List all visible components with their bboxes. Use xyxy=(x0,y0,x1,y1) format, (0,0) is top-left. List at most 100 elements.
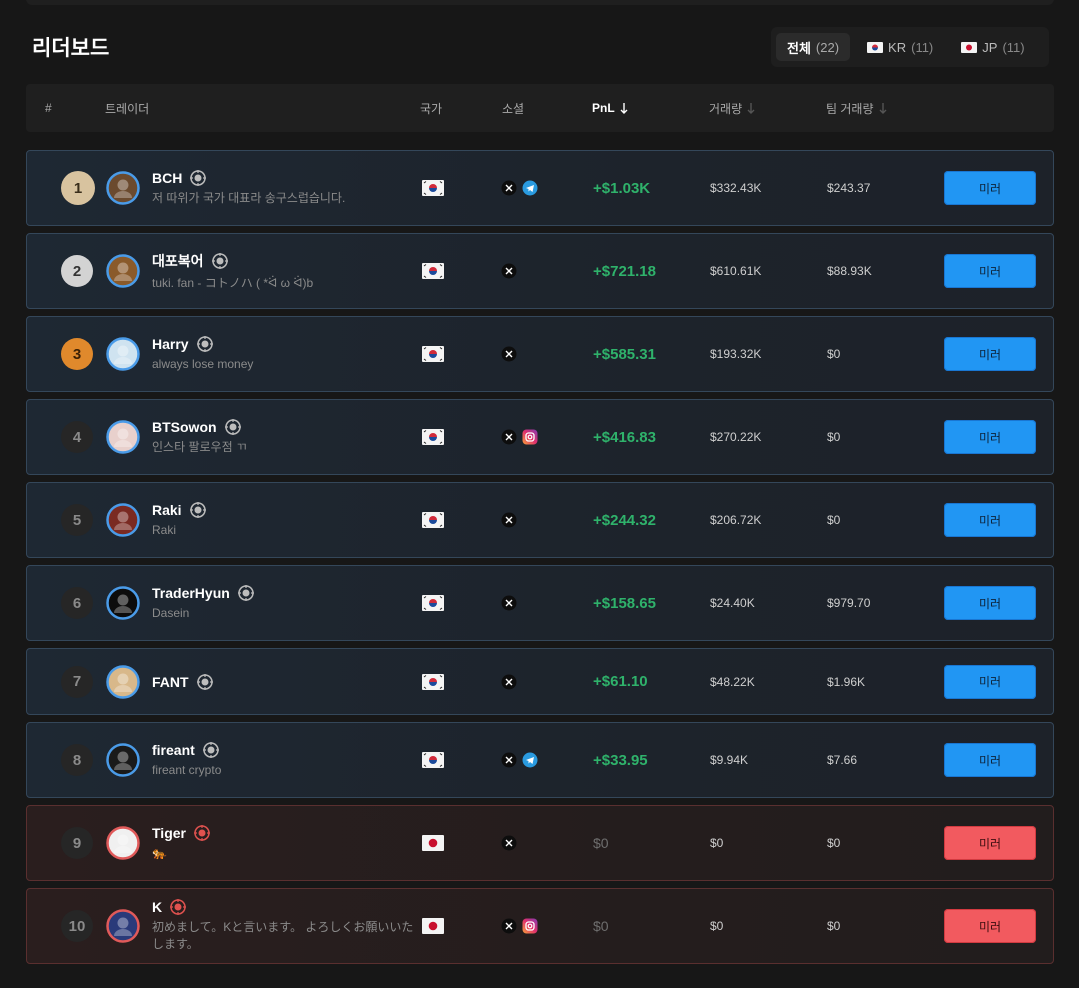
social-x[interactable] xyxy=(501,835,517,851)
mirror-button[interactable]: 미러 xyxy=(944,743,1036,777)
tier-icon xyxy=(224,418,241,435)
country-flag xyxy=(422,835,444,851)
mirror-button[interactable]: 미러 xyxy=(944,664,1036,699)
social-x[interactable] xyxy=(501,918,517,934)
avatar-svg xyxy=(106,254,140,288)
tab-flag xyxy=(961,41,978,53)
social-links xyxy=(501,674,517,690)
tier-icon xyxy=(193,824,210,841)
rank-badge: 3 xyxy=(61,338,93,370)
social-telegram-svg xyxy=(522,752,538,768)
trader-info: Raki Raki xyxy=(152,483,206,557)
trader-bio: Raki xyxy=(152,522,177,537)
filter-tab[interactable]: JP (11) xyxy=(950,33,1035,61)
tier-icon-svg xyxy=(170,899,187,915)
filter-tab[interactable]: KR (11) xyxy=(856,33,944,61)
column-header: 국가 xyxy=(420,84,442,132)
social-telegram[interactable] xyxy=(522,752,538,768)
social-x[interactable] xyxy=(501,595,517,611)
social-x[interactable] xyxy=(501,429,517,445)
mirror-button[interactable]: 미러 xyxy=(944,337,1036,371)
tab-label: KR xyxy=(888,39,907,55)
avatar-svg xyxy=(106,586,140,620)
trader-name-line: Harry xyxy=(152,335,253,352)
trader-bio: tuki. fan - コトノハ ( *ᐛ ω ᐛ)b xyxy=(152,275,314,290)
team-volume: $243.37 xyxy=(827,181,871,195)
tier-icon-svg xyxy=(211,252,228,269)
filter-tab[interactable]: 전체 (22) xyxy=(776,33,851,61)
tier-icon xyxy=(170,899,187,915)
social-links xyxy=(501,752,538,768)
social-x[interactable] xyxy=(501,674,517,690)
sort-arrow-svg xyxy=(620,103,628,114)
social-x-svg xyxy=(501,263,517,279)
trader-info: TraderHyun Dasein xyxy=(152,566,254,640)
volume: $24.40K xyxy=(710,596,755,610)
social-instagram[interactable] xyxy=(522,429,538,445)
trader-bio: fireant crypto xyxy=(152,762,222,777)
trader-name: Raki xyxy=(152,501,182,518)
tab-count: (11) xyxy=(911,39,934,55)
column-header: # xyxy=(45,84,52,132)
trader-info: 대포복어 tuki. fan - コトノハ ( *ᐛ ω ᐛ)b xyxy=(152,234,313,308)
column-header[interactable]: 거래량 xyxy=(709,84,755,132)
trader-info: Harry always lose money xyxy=(152,317,253,391)
social-x-svg xyxy=(501,595,517,611)
volume: $48.22K xyxy=(710,674,755,689)
sort-arrow xyxy=(747,102,755,114)
social-x[interactable] xyxy=(501,512,517,528)
social-links xyxy=(501,835,517,851)
country-flag-svg xyxy=(422,595,444,611)
column-header[interactable]: PnL xyxy=(592,84,628,132)
country-flag xyxy=(422,918,444,934)
table-header: # 트레이더 국가 소셜 PnL 거래량 팀 거래량 xyxy=(26,84,1054,132)
mirror-button[interactable]: 미러 xyxy=(944,826,1036,860)
trader-name-line: K xyxy=(152,899,414,915)
avatar-svg xyxy=(106,503,140,537)
team-volume: $0 xyxy=(827,836,841,850)
social-x[interactable] xyxy=(501,752,517,768)
trader-name-line: Raki xyxy=(152,501,206,518)
leaderboard-row: 7 FANT +$61.10 $48.22K $1.96K 미러 xyxy=(26,648,1054,715)
trader-info: K 初めまして。Kと言います。 よろしくお願いいたします。 xyxy=(152,889,414,963)
tier-icon xyxy=(237,584,254,601)
trader-info: BCH 저 따위가 국가 대표라 송구스럽습니다. xyxy=(152,151,345,225)
tab-flag-svg xyxy=(867,41,884,53)
social-x[interactable] xyxy=(501,263,517,279)
volume: $270.22K xyxy=(710,430,762,444)
avatar xyxy=(106,503,140,537)
pnl: +$158.65 xyxy=(593,594,656,612)
trader-info: fireant fireant crypto xyxy=(152,723,221,797)
country-flag xyxy=(422,180,444,196)
mirror-button[interactable]: 미러 xyxy=(944,586,1036,620)
country-flag-svg xyxy=(422,752,444,768)
column-label: 거래량 xyxy=(709,101,743,116)
column-label: 팀 거래량 xyxy=(826,101,874,116)
mirror-button[interactable]: 미러 xyxy=(944,909,1036,943)
pnl: $0 xyxy=(593,835,609,851)
trader-name: FANT xyxy=(152,673,189,690)
column-label: 트레이더 xyxy=(105,101,150,116)
mirror-button[interactable]: 미러 xyxy=(944,420,1036,454)
mirror-button[interactable]: 미러 xyxy=(944,254,1036,288)
trader-bio: always lose money xyxy=(152,356,254,371)
mirror-button[interactable]: 미러 xyxy=(944,171,1036,205)
social-x[interactable] xyxy=(501,180,517,196)
social-x[interactable] xyxy=(501,346,517,362)
mirror-button[interactable]: 미러 xyxy=(944,503,1036,537)
social-links xyxy=(501,346,517,362)
tier-icon-svg xyxy=(190,169,207,186)
volume: $332.43K xyxy=(710,181,762,195)
country-flag-svg xyxy=(422,835,444,851)
volume: $9.94K xyxy=(710,753,749,767)
trader-info: BTSowon 인스타 팔로우점 ㄲ xyxy=(152,400,247,474)
column-header[interactable]: 팀 거래량 xyxy=(826,84,887,132)
pnl: +$61.10 xyxy=(593,673,648,690)
trader-info: Tiger 🐅 xyxy=(152,806,210,880)
social-telegram[interactable] xyxy=(522,180,538,196)
social-instagram[interactable] xyxy=(522,918,538,934)
social-x-svg xyxy=(501,429,517,445)
trader-name: fireant xyxy=(152,741,195,758)
leaderboard-row: 3 Harry always lose money +$585.31 $193.32K $… xyxy=(26,316,1054,392)
